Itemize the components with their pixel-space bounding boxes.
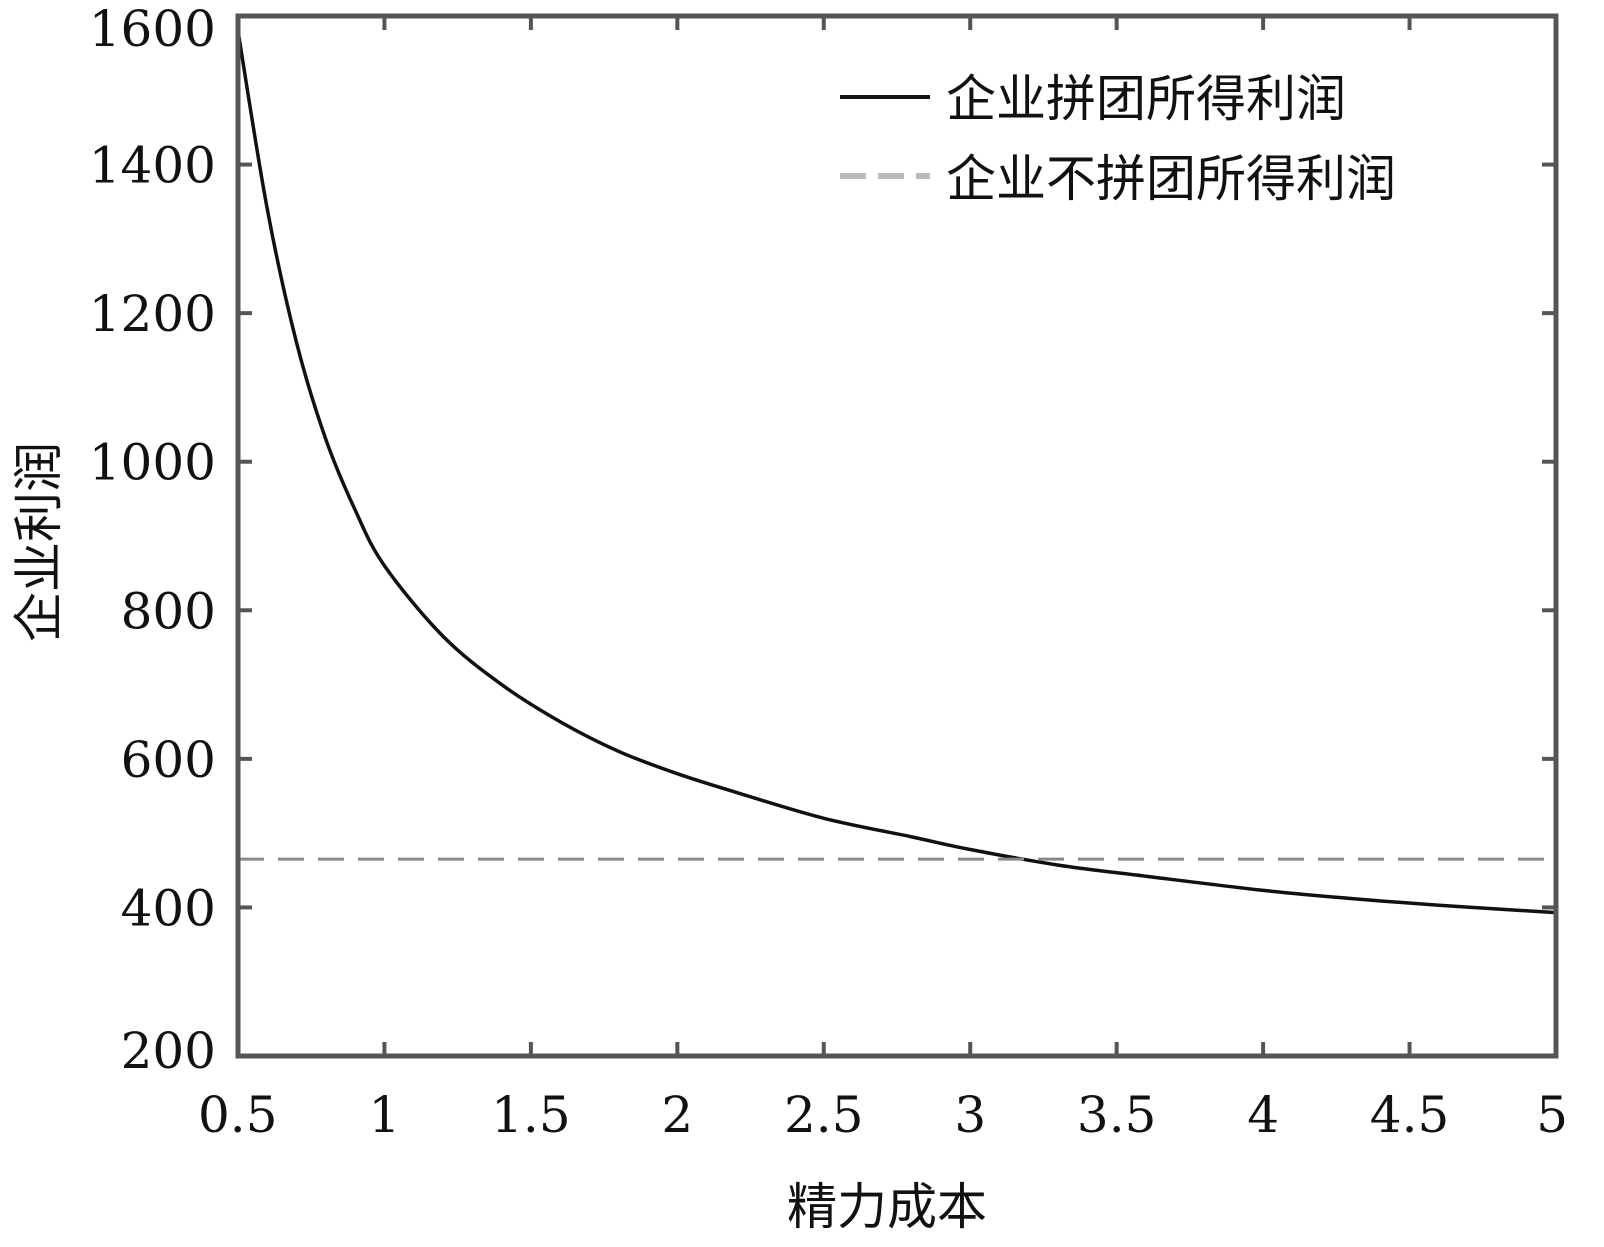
y-tick-label-3: 800	[121, 582, 216, 640]
legend-label-group-profit: 企业拼团所得利润	[946, 70, 1346, 128]
y-tick-label-2: 600	[121, 731, 216, 789]
x-tick-label-1: 1	[369, 1086, 401, 1144]
series-line-0	[236, 30, 1557, 915]
x-tick-label-5: 3	[954, 1086, 986, 1144]
plot-frame	[235, 13, 1559, 1059]
y-tick-label-7: 1600	[89, 0, 216, 58]
x-tick-label-6: 3.5	[1077, 1086, 1157, 1144]
legend: 企业拼团所得利润 企业不拼团所得利润	[840, 70, 1396, 208]
y-tick-label-6: 1400	[89, 137, 216, 195]
legend-label-no-group-profit: 企业不拼团所得利润	[946, 150, 1396, 208]
y-tick-label-4: 1000	[89, 434, 216, 492]
series-lines	[236, 30, 1557, 915]
x-tick-label-7: 4	[1247, 1086, 1279, 1144]
y-tick-label-0: 200	[121, 1022, 216, 1080]
x-tick-label-2: 1.5	[491, 1086, 571, 1144]
tick-labels: 0.5 1 1.5 2 2.5 3 3.5 4 4.5 5 200 400 600 800 1000 1200…	[89, 0, 1568, 1144]
x-tick-label-8: 4.5	[1370, 1086, 1450, 1144]
y-tick-label-1: 400	[121, 879, 216, 937]
x-tick-label-0: 0.5	[198, 1086, 278, 1144]
x-tick-label-3: 2	[661, 1086, 693, 1144]
y-tick-label-5: 1200	[89, 285, 216, 343]
y-axis-title: 企业利润	[10, 442, 68, 642]
x-axis-title: 精力成本	[787, 1178, 987, 1236]
x-tick-label-9: 5	[1536, 1086, 1568, 1144]
x-tick-label-4: 2.5	[784, 1086, 864, 1144]
